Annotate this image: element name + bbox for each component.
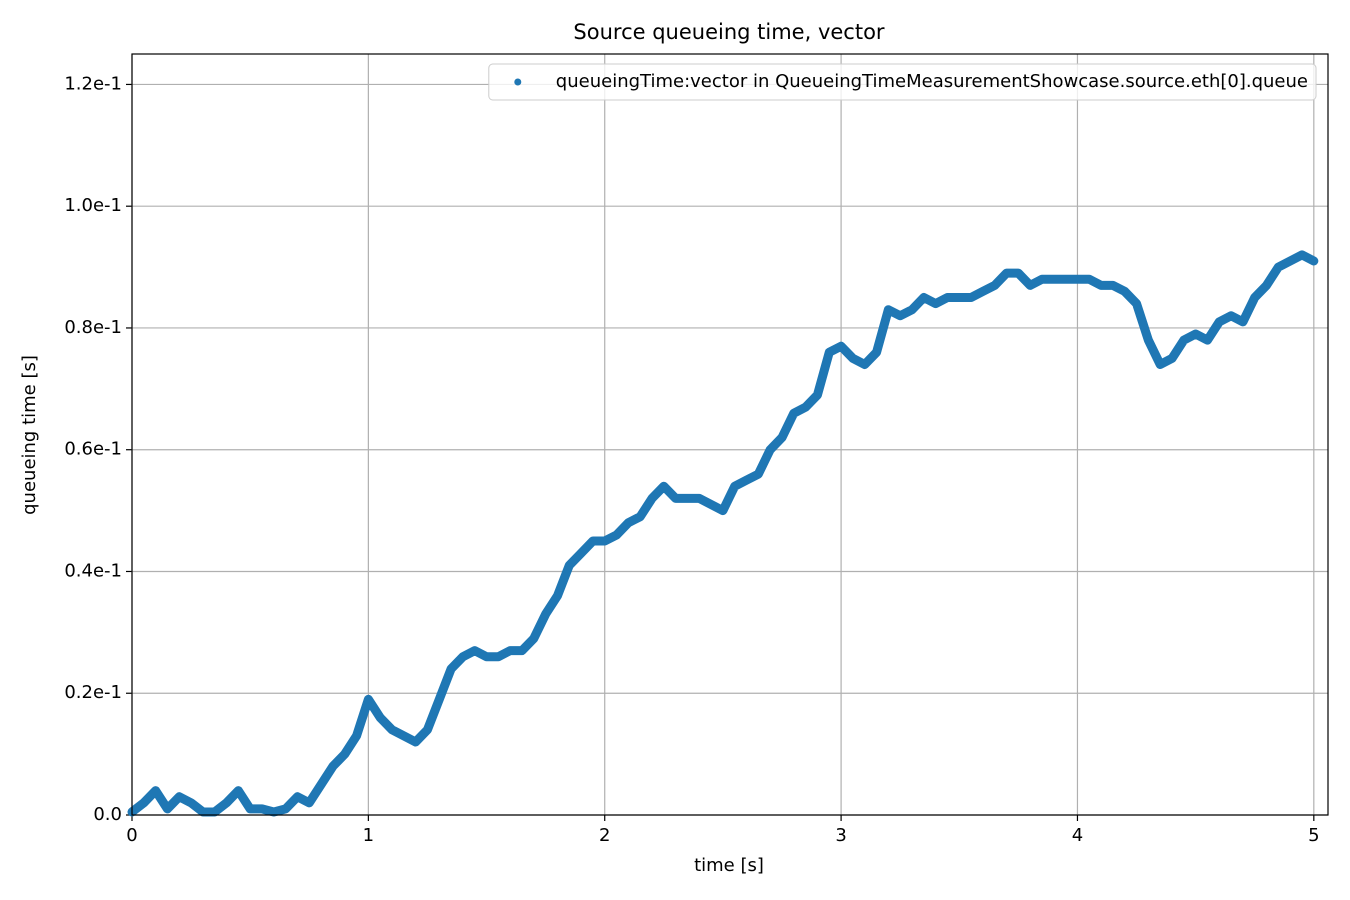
x-tick-label: 5 bbox=[1308, 825, 1319, 846]
y-tick-label: 1.0e-1 bbox=[64, 195, 122, 216]
x-tick-label: 0 bbox=[126, 825, 137, 846]
plot-frame bbox=[131, 53, 1329, 816]
x-tick-label: 2 bbox=[599, 825, 610, 846]
legend-box bbox=[488, 63, 1317, 101]
legend-label: queueingTime:vector in QueueingTimeMeasu… bbox=[556, 71, 1308, 92]
legend: queueingTime:vector in QueueingTimeMeasu… bbox=[488, 63, 1317, 101]
chart-title: Source queueing time, vector bbox=[573, 20, 885, 44]
y-tick-label: 1.2e-1 bbox=[64, 73, 122, 94]
y-tick-label: 0.2e-1 bbox=[64, 682, 122, 703]
y-axis-label: queueing time [s] bbox=[19, 355, 40, 515]
legend-marker bbox=[514, 78, 522, 86]
x-axis-label: time [s] bbox=[694, 855, 764, 876]
y-tick-label: 0.8e-1 bbox=[64, 317, 122, 338]
x-tick-label: 1 bbox=[363, 825, 374, 846]
y-tick-label: 0.0 bbox=[93, 804, 122, 825]
y-tick-label: 0.6e-1 bbox=[64, 439, 122, 460]
y-tick-label: 0.4e-1 bbox=[64, 560, 122, 581]
x-tick-label: 4 bbox=[1072, 825, 1083, 846]
data-line bbox=[127, 250, 1319, 817]
x-tick-label: 3 bbox=[835, 825, 846, 846]
